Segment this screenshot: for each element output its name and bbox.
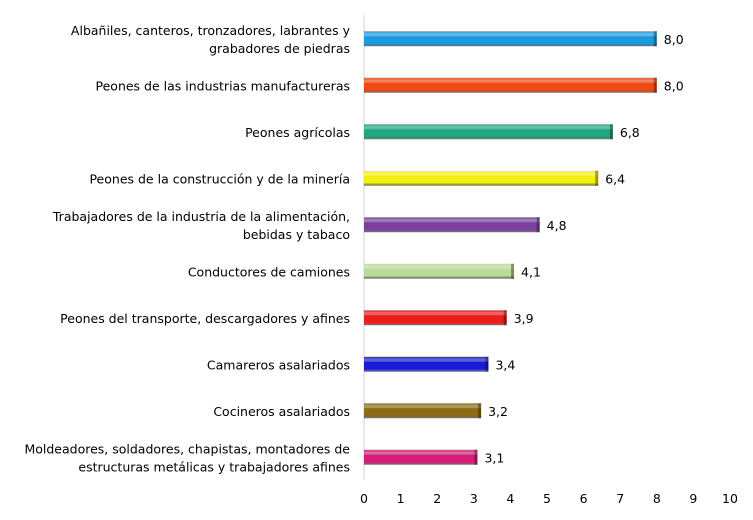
- data-label: 4,1: [521, 264, 541, 279]
- bar-highlight: [364, 219, 540, 223]
- bar: [364, 31, 657, 47]
- data-label: 4,8: [547, 218, 567, 233]
- category-label: Peones de las industrias manufactureras: [96, 78, 350, 93]
- x-tick-label: 0: [360, 491, 368, 506]
- bar-end-bevel: [474, 449, 478, 465]
- x-tick-label: 9: [689, 491, 697, 506]
- bar: [364, 77, 657, 93]
- x-tick-label: 4: [506, 491, 514, 506]
- bar-highlight: [364, 265, 515, 269]
- bar-end-bevel: [511, 263, 515, 279]
- bar: [364, 170, 599, 186]
- bar: [364, 263, 515, 279]
- category-label: Albañiles, canteros, tronzadores, labran…: [71, 23, 351, 38]
- bar-highlight: [364, 358, 489, 362]
- bar-end-bevel: [478, 403, 482, 419]
- bar-highlight: [364, 126, 613, 130]
- category-label: Cocineros asalariados: [213, 404, 350, 419]
- category-label: Trabajadores de la industria de la alime…: [52, 209, 350, 224]
- bar-highlight: [364, 451, 478, 455]
- bar-end-bevel: [595, 170, 599, 186]
- category-label: Peones de la construcción y de la minerí…: [89, 171, 350, 186]
- data-label: 8,0: [664, 32, 684, 47]
- bar: [364, 403, 482, 419]
- category-label: Camareros asalariados: [207, 357, 350, 372]
- bar: [364, 310, 507, 326]
- bar-end-bevel: [653, 77, 657, 93]
- x-tick-label: 5: [543, 491, 551, 506]
- data-label: 6,4: [605, 171, 625, 186]
- bar-highlight: [364, 312, 507, 316]
- data-label: 3,4: [495, 357, 515, 372]
- data-label: 8,0: [664, 78, 684, 93]
- category-label: bebidas y tabaco: [243, 227, 350, 242]
- bar: [364, 217, 540, 233]
- bar-end-bevel: [503, 310, 507, 326]
- category-label: estructuras metálicas y trabajadores afi…: [78, 459, 350, 474]
- data-label: 3,9: [514, 311, 534, 326]
- x-tick-label: 6: [580, 491, 588, 506]
- data-label: 3,2: [488, 404, 508, 419]
- bar: [364, 124, 613, 140]
- category-label: Peones del transporte, descargadores y a…: [60, 311, 350, 326]
- x-tick-label: 2: [433, 491, 441, 506]
- bar-highlight: [364, 172, 599, 176]
- bar-highlight: [364, 79, 657, 83]
- data-label: 6,8: [620, 125, 640, 140]
- bar-end-bevel: [653, 31, 657, 47]
- bar: [364, 449, 478, 465]
- category-label: grabadores de piedras: [209, 41, 350, 56]
- x-tick-label: 3: [470, 491, 478, 506]
- bar-end-bevel: [485, 356, 489, 372]
- bar: [364, 356, 489, 372]
- x-tick-label: 10: [722, 491, 738, 506]
- x-tick-label: 8: [653, 491, 661, 506]
- bar-highlight: [364, 33, 657, 37]
- x-tick-label: 7: [616, 491, 624, 506]
- category-label: Moldeadores, soldadores, chapistas, mont…: [24, 441, 350, 456]
- category-label: Conductores de camiones: [188, 264, 350, 279]
- category-label: Peones agrícolas: [245, 125, 350, 140]
- bar-highlight: [364, 405, 482, 409]
- bar-end-bevel: [536, 217, 540, 233]
- x-tick-label: 1: [397, 491, 405, 506]
- bar-end-bevel: [609, 124, 613, 140]
- data-label: 3,1: [484, 450, 504, 465]
